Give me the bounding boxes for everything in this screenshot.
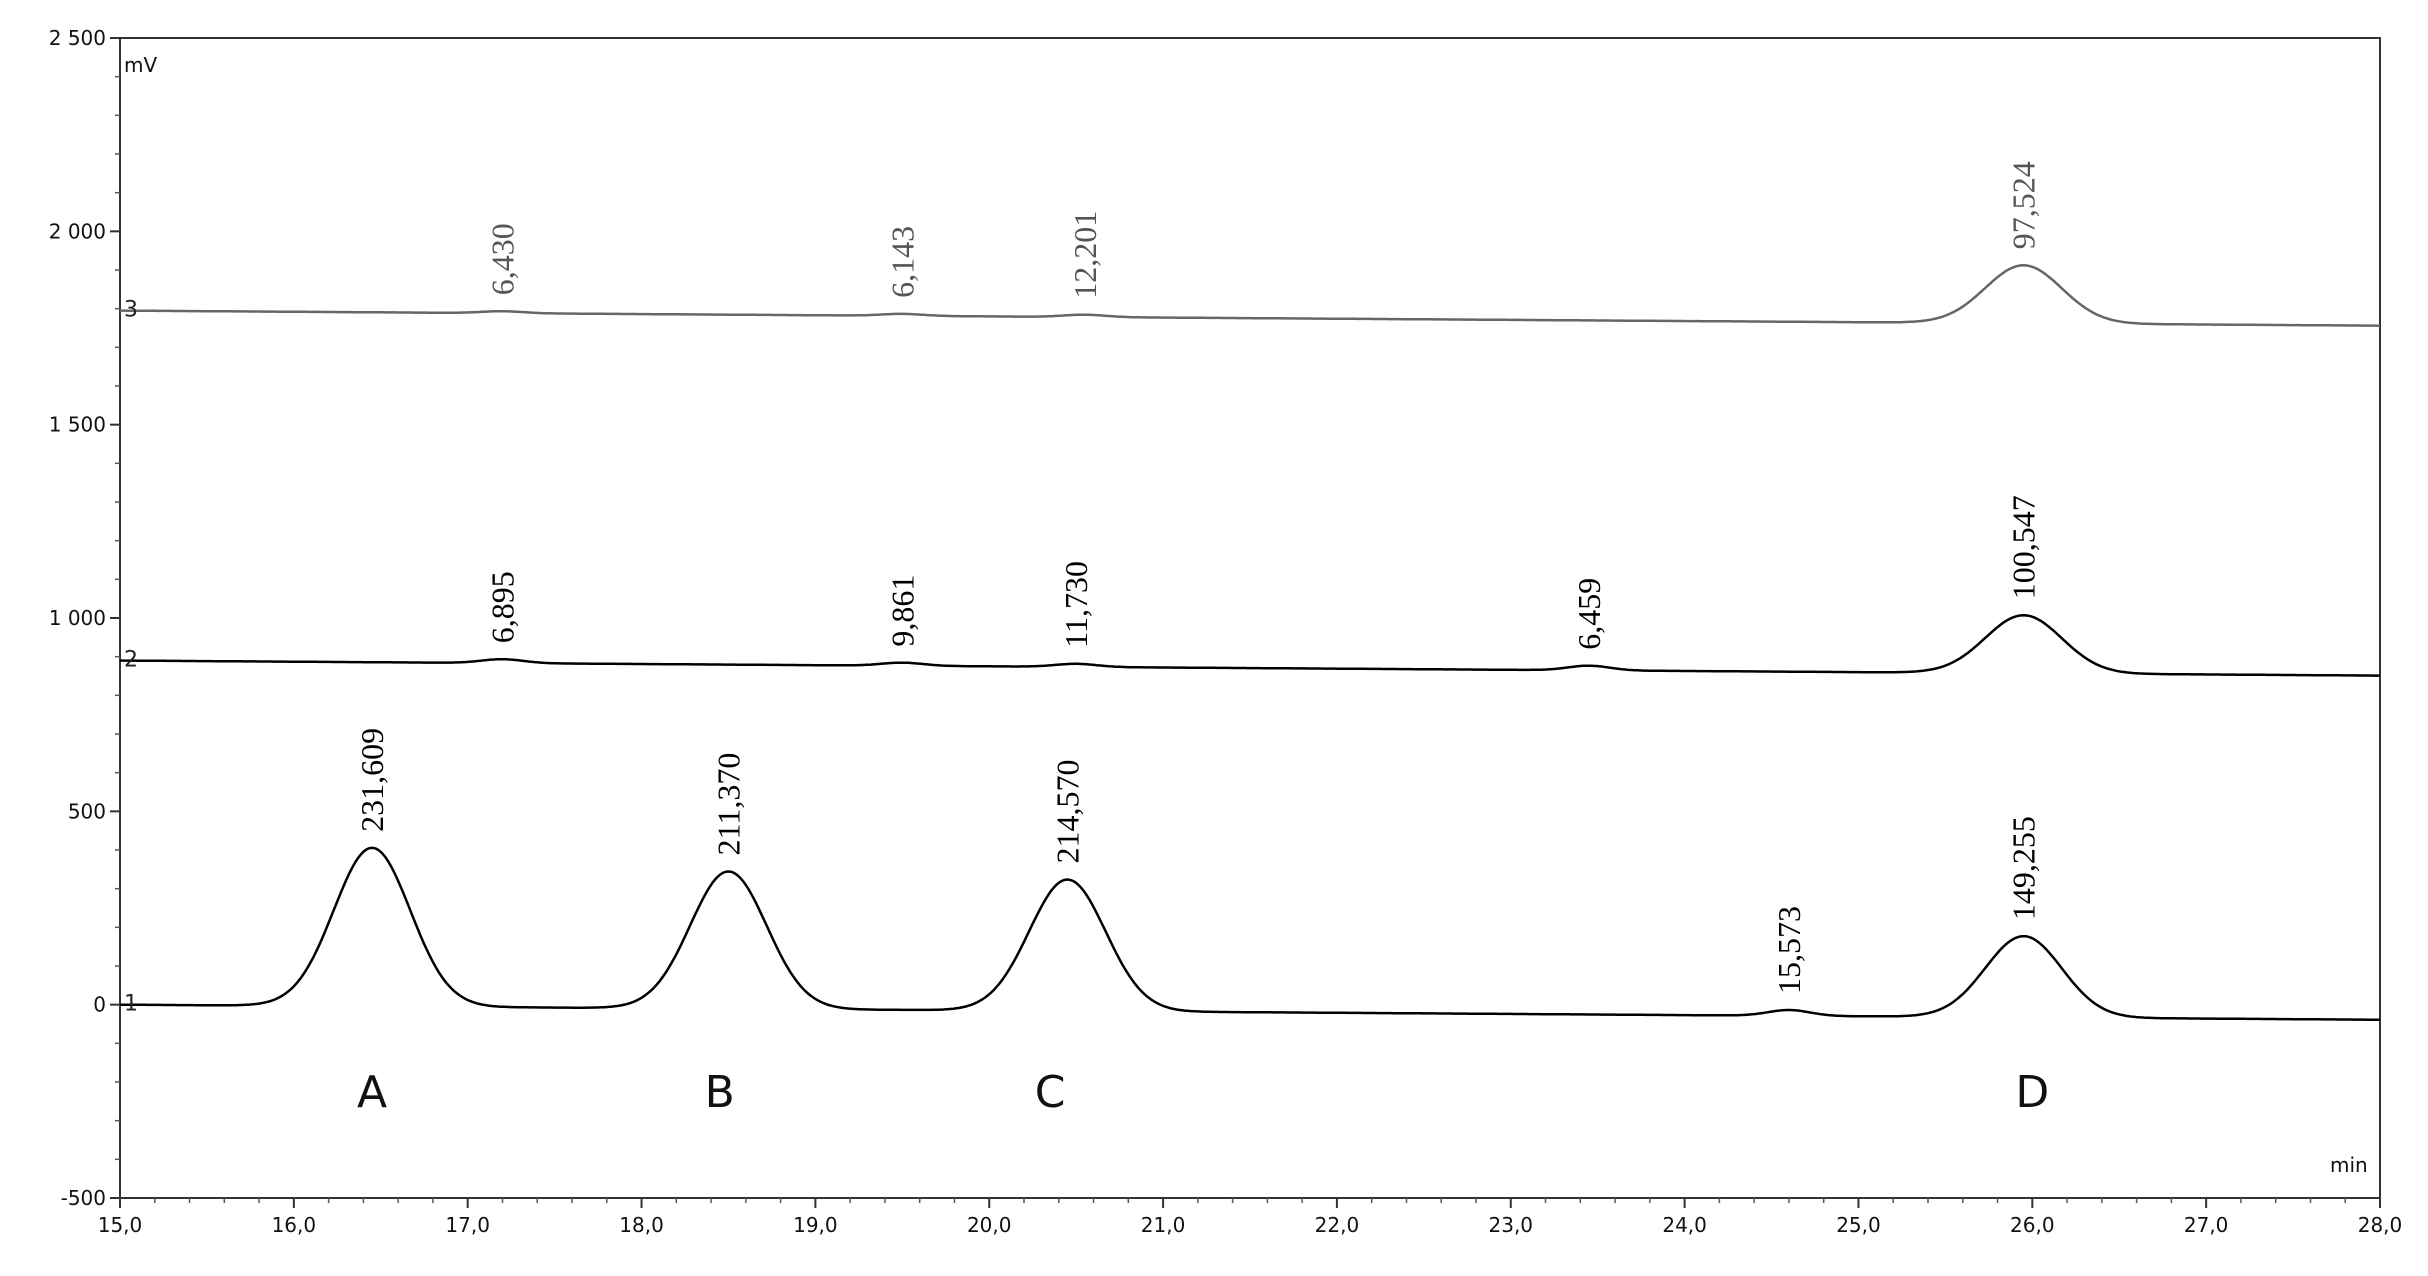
y-tick-label: -500 bbox=[61, 1186, 106, 1210]
sample-label-a: A bbox=[357, 1067, 387, 1118]
peak-label: 9,861 bbox=[884, 575, 920, 647]
peak-label: 12,201 bbox=[1067, 211, 1103, 299]
peak-label: 211,370 bbox=[710, 753, 746, 856]
trace-2 bbox=[119, 613, 2380, 677]
sample-annotations: A B C D bbox=[357, 1067, 2049, 1118]
peak-label: 15,573 bbox=[1771, 906, 1807, 994]
trace-number: 2 bbox=[124, 648, 138, 673]
peak-label: 11,730 bbox=[1058, 561, 1094, 648]
peak-label: 6,895 bbox=[484, 571, 520, 643]
x-tick-label: 17,0 bbox=[445, 1213, 490, 1237]
x-tick-label: 22,0 bbox=[1315, 1213, 1360, 1237]
y-axis: -500 0 500 1 000 1 500 2 000 2 500 bbox=[49, 26, 120, 1210]
peak-label: 214,570 bbox=[1049, 760, 1085, 864]
x-tick-label: 15,0 bbox=[98, 1213, 143, 1237]
peak-label: 6,143 bbox=[884, 226, 920, 298]
peak-label: 100,547 bbox=[2006, 495, 2042, 599]
traces: 1 2 3 bbox=[119, 264, 2380, 1021]
trace-number: 3 bbox=[124, 298, 138, 323]
peak-label: 231,609 bbox=[354, 728, 390, 832]
x-tick-label: 16,0 bbox=[272, 1213, 317, 1237]
plot-area bbox=[119, 37, 2381, 1199]
y-tick-label: 0 bbox=[93, 993, 106, 1017]
y-tick-label: 2 500 bbox=[49, 26, 106, 50]
peak-label: 6,459 bbox=[1571, 578, 1607, 650]
peak-label: 149,255 bbox=[2006, 816, 2042, 920]
x-tick-label: 28,0 bbox=[2358, 1213, 2403, 1237]
x-tick-label: 26,0 bbox=[2010, 1213, 2055, 1237]
sample-label-c: C bbox=[1035, 1067, 1066, 1118]
x-tick-label: 19,0 bbox=[793, 1213, 838, 1237]
peak-label: 6,430 bbox=[484, 223, 520, 295]
y-tick-label: 500 bbox=[68, 799, 106, 823]
x-tick-label: 18,0 bbox=[619, 1213, 664, 1237]
x-axis: 15,0 16,0 17,0 18,0 19,0 20,0 21,0 22,0 23,0 24,0… bbox=[98, 1198, 2403, 1237]
y-tick-label: 1 000 bbox=[49, 606, 106, 630]
sample-label-b: B bbox=[705, 1067, 735, 1118]
x-axis-label: min bbox=[2330, 1153, 2368, 1177]
y-axis-label: mV bbox=[124, 53, 157, 77]
peak-label: 97,524 bbox=[2006, 161, 2042, 249]
y-tick-label: 1 500 bbox=[49, 413, 106, 437]
x-tick-label: 27,0 bbox=[2184, 1213, 2229, 1237]
trace-3 bbox=[120, 264, 2380, 327]
x-tick-label: 24,0 bbox=[1662, 1213, 1707, 1237]
trace-number: 1 bbox=[124, 992, 138, 1017]
x-tick-label: 20,0 bbox=[967, 1213, 1012, 1237]
x-tick-label: 21,0 bbox=[1141, 1213, 1186, 1237]
trace-1 bbox=[120, 846, 2380, 1021]
peak-labels: 231,609 211,370 214,570 15,573 149,255 6,895 9… bbox=[354, 161, 2042, 994]
y-tick-label: 2 000 bbox=[49, 219, 106, 243]
sample-label-d: D bbox=[2015, 1067, 2049, 1118]
x-tick-label: 23,0 bbox=[1489, 1213, 1534, 1237]
x-tick-label: 25,0 bbox=[1836, 1213, 1881, 1237]
